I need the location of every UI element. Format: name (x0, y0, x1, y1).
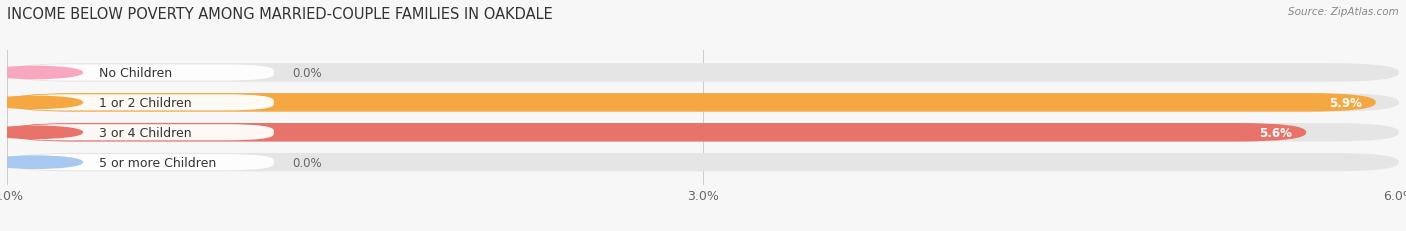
Text: 0.0%: 0.0% (292, 156, 322, 169)
FancyBboxPatch shape (17, 65, 274, 81)
Text: INCOME BELOW POVERTY AMONG MARRIED-COUPLE FAMILIES IN OAKDALE: INCOME BELOW POVERTY AMONG MARRIED-COUPL… (7, 7, 553, 22)
Text: 3 or 4 Children: 3 or 4 Children (98, 126, 191, 139)
Circle shape (0, 67, 83, 79)
Text: No Children: No Children (98, 67, 172, 80)
FancyBboxPatch shape (7, 94, 1376, 112)
Text: 5.9%: 5.9% (1329, 97, 1362, 109)
FancyBboxPatch shape (7, 64, 1399, 82)
Text: 0.0%: 0.0% (292, 67, 322, 80)
Text: 5 or more Children: 5 or more Children (98, 156, 217, 169)
FancyBboxPatch shape (7, 153, 1399, 172)
FancyBboxPatch shape (17, 125, 274, 141)
FancyBboxPatch shape (7, 123, 1306, 142)
FancyBboxPatch shape (17, 95, 274, 111)
Text: 5.6%: 5.6% (1260, 126, 1292, 139)
Circle shape (0, 127, 83, 139)
Circle shape (0, 156, 83, 169)
FancyBboxPatch shape (7, 123, 1399, 142)
Text: 1 or 2 Children: 1 or 2 Children (98, 97, 191, 109)
FancyBboxPatch shape (17, 155, 274, 170)
Text: Source: ZipAtlas.com: Source: ZipAtlas.com (1288, 7, 1399, 17)
Circle shape (0, 97, 83, 109)
FancyBboxPatch shape (7, 94, 1399, 112)
